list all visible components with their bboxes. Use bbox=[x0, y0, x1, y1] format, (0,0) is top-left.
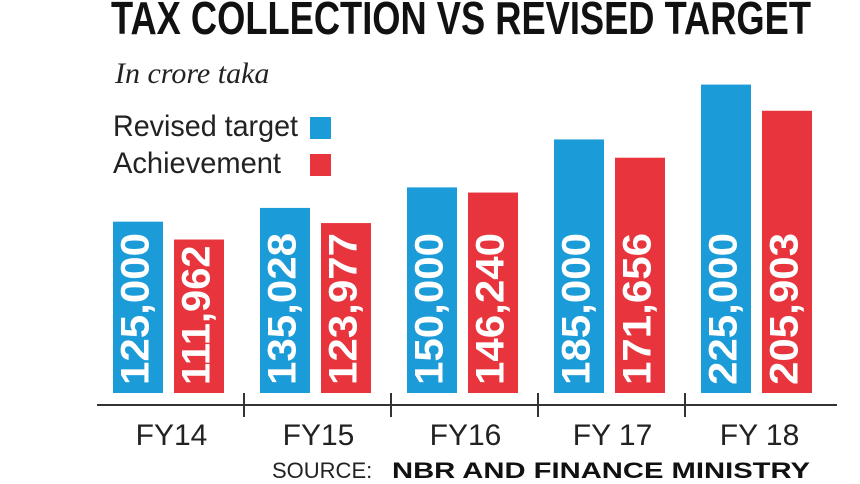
legend-swatch bbox=[310, 117, 331, 139]
bar-value-label: 135,028 bbox=[261, 233, 305, 385]
bar bbox=[615, 157, 665, 393]
bar bbox=[407, 187, 457, 393]
bar bbox=[762, 110, 812, 394]
bar-value-label: 111,962 bbox=[175, 246, 219, 385]
source: NBR AND FINANCE MINISTRY bbox=[392, 458, 810, 483]
x-tick-label: FY 18 bbox=[720, 419, 800, 452]
bar-value-label: 225,000 bbox=[702, 233, 746, 385]
bar-value-label: 125,000 bbox=[114, 233, 158, 385]
bar-value-label: 185,000 bbox=[555, 233, 599, 385]
bar-value-label: 171,656 bbox=[616, 233, 660, 385]
bar bbox=[174, 239, 224, 393]
bar-value-label: 150,000 bbox=[408, 233, 452, 385]
bar bbox=[468, 192, 518, 393]
bar-value-label: 123,977 bbox=[322, 233, 366, 385]
chart-title: TAX COLLECTION VS REVISED TARGET bbox=[111, 0, 811, 44]
bar bbox=[260, 207, 310, 393]
bar-value-label: 146,240 bbox=[469, 233, 513, 385]
bar-value-label: 205,903 bbox=[763, 233, 807, 385]
chart-subtitle: In crore taka bbox=[114, 57, 269, 90]
source-label: SOURCE: bbox=[272, 458, 372, 483]
bar bbox=[554, 139, 604, 393]
bar bbox=[701, 84, 751, 394]
bar bbox=[321, 223, 371, 393]
x-tick-label: FY16 bbox=[430, 419, 502, 452]
legend-swatch bbox=[310, 154, 331, 176]
x-tick-label: FY14 bbox=[136, 419, 208, 452]
x-tick-label: FY 17 bbox=[573, 419, 653, 452]
x-tick-label: FY15 bbox=[283, 419, 355, 452]
bar bbox=[113, 221, 163, 393]
legend-label: Achievement bbox=[113, 147, 282, 180]
legend-label: Revised target bbox=[113, 110, 299, 143]
